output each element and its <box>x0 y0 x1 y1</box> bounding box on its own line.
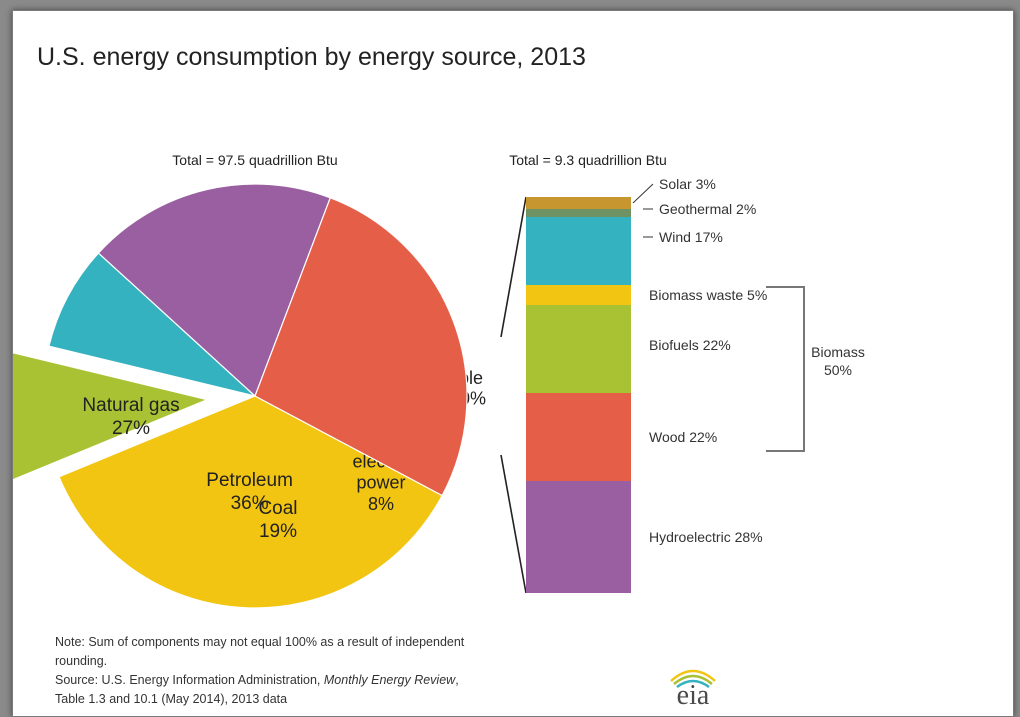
bar-segment-biomass-waste <box>526 285 631 305</box>
bar-total-label: Total = 9.3 quadrillion Btu <box>509 152 667 168</box>
bar-label-wood: Wood 22% <box>649 429 717 445</box>
bar-segment-solar <box>526 197 631 209</box>
biomass-group-value: 50% <box>824 362 852 378</box>
logo-arc-green <box>673 674 713 685</box>
pie-value-coal: 19% <box>259 521 297 542</box>
bar-segment-hydroelectric <box>526 481 631 593</box>
bar-segment-geothermal <box>526 209 631 217</box>
stacked-bar-chart: Solar 3% Geothermal 2% Wind 17% Biomass was… <box>526 176 865 593</box>
pie-slice-natural-gas <box>254 197 468 497</box>
leader-line-solar <box>632 183 654 204</box>
biomass-bracket <box>766 286 805 452</box>
bar-label-hydroelectric: Hydroelectric 28% <box>649 529 763 545</box>
bar-segment-wood <box>526 393 631 481</box>
pie-value-nuclear-electric-power: 8% <box>368 494 394 514</box>
chart-canvas: Total = 97.5 quadrillion Btu Total = 9.3… <box>13 152 865 609</box>
page-title: U.S. energy consumption by energy source… <box>37 43 586 71</box>
source-text-continued: Table 1.3 and 10.1 (May 2014), 2013 data <box>55 692 288 706</box>
pie-label-coal: Coal 19% <box>258 498 297 542</box>
eia-logo: eia <box>670 669 716 709</box>
connector-line-top <box>500 196 527 338</box>
chart-frame: U.S. energy consumption by energy source… <box>12 10 1014 717</box>
logo-text: eia <box>677 680 710 709</box>
pie-slice-coal <box>97 183 332 398</box>
biomass-group-label: Biomass 50% <box>811 344 865 378</box>
source-text: Source: U.S. Energy Information Administ… <box>55 673 459 687</box>
pie-label-petroleum: Petroleum 36% <box>206 470 293 514</box>
pie-label-natural-gas: Natural gas 27% <box>82 395 179 439</box>
bar-label-geothermal: Geothermal 2% <box>659 201 756 217</box>
pie-value-petroleum: 36% <box>231 493 269 514</box>
note-text-continued: rounding. <box>55 654 108 668</box>
pie-slice-petroleum <box>58 395 443 609</box>
source-publication-title: Monthly Energy Review <box>323 673 456 687</box>
bar-segment-biofuels <box>526 305 631 393</box>
note-text: Note: Sum of components may not equal 10… <box>55 635 465 649</box>
bar-label-biofuels: Biofuels 22% <box>649 337 731 353</box>
logo-arc-blue <box>676 679 710 689</box>
bar-segment-wind <box>526 217 631 285</box>
pie-to-bar-connector <box>500 196 527 594</box>
pie-total-label: Total = 97.5 quadrillion Btu <box>172 152 337 168</box>
pie-slice-nuclear-electric-power <box>48 252 256 397</box>
bar-label-wind: Wind 17% <box>659 229 723 245</box>
logo-arc-yellow <box>670 669 716 682</box>
pie-value-natural-gas: 27% <box>112 418 150 439</box>
pie-slice-renewable-energy <box>13 352 210 481</box>
bar-label-solar: Solar 3% <box>659 176 716 192</box>
bar-label-biomass-waste: Biomass waste 5% <box>649 287 767 303</box>
connector-line-bottom <box>500 454 527 594</box>
